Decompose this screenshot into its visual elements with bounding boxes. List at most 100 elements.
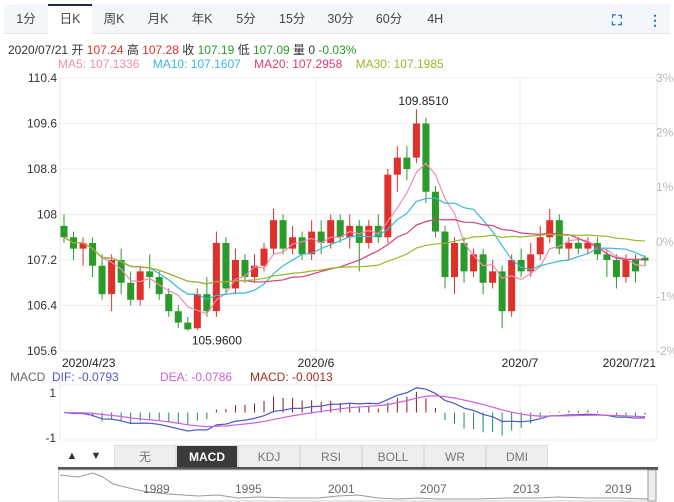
- high-value: 107.28: [142, 43, 179, 57]
- tab-30min[interactable]: 30分: [327, 12, 354, 26]
- candle[interactable]: [336, 220, 344, 238]
- indicator-boll[interactable]: BOLL: [362, 445, 424, 468]
- candle[interactable]: [127, 282, 135, 300]
- candle[interactable]: [431, 191, 439, 232]
- tab-1min[interactable]: 1分: [16, 12, 36, 26]
- candle[interactable]: [327, 220, 335, 243]
- candle[interactable]: [79, 242, 87, 249]
- candle[interactable]: [479, 254, 487, 283]
- tab-weekly[interactable]: 周K: [103, 12, 125, 26]
- max-price-label: 109.8510: [398, 94, 448, 108]
- percent-tick: 1%: [656, 180, 674, 194]
- indicator-none[interactable]: 无: [114, 445, 176, 468]
- candle[interactable]: [146, 271, 154, 278]
- candle[interactable]: [365, 225, 373, 243]
- candle[interactable]: [289, 237, 297, 249]
- macd-label: MACD: [10, 370, 46, 384]
- candle[interactable]: [231, 260, 239, 289]
- candle[interactable]: [422, 123, 430, 192]
- change-value: -0.03%: [318, 43, 357, 57]
- candle[interactable]: [536, 237, 544, 255]
- period-tabs: 1分 日K 周K 月K 年K 5分 15分 30分 60分 4H ⛶ ⋮: [4, 4, 670, 34]
- candle[interactable]: [165, 294, 173, 312]
- indicator-rsi[interactable]: RSI: [300, 445, 362, 468]
- candle[interactable]: [184, 322, 192, 330]
- tab-60min[interactable]: 60分: [375, 12, 403, 26]
- year-label: 2001: [328, 482, 355, 496]
- candle[interactable]: [222, 242, 230, 289]
- candle[interactable]: [527, 254, 535, 272]
- tab-yearly[interactable]: 年K: [191, 12, 213, 26]
- indicator-macd[interactable]: MACD: [176, 445, 238, 468]
- candle[interactable]: [136, 271, 144, 300]
- min-price-label: 105.9600: [192, 334, 242, 348]
- candle[interactable]: [489, 271, 497, 283]
- macd-chart[interactable]: MACD DIF: -0.0793 DEA: -0.0786 MACD: -0.…: [0, 370, 674, 445]
- candle[interactable]: [612, 260, 620, 278]
- candle[interactable]: [60, 225, 68, 238]
- volume-label: 量: [293, 43, 306, 57]
- ma10-value: MA10: 107.1607: [152, 57, 241, 71]
- candle[interactable]: [108, 260, 116, 295]
- candle[interactable]: [565, 242, 573, 249]
- ma10-line: [63, 197, 646, 301]
- candle[interactable]: [508, 260, 516, 312]
- tab-4h[interactable]: 4H: [427, 12, 444, 26]
- fullscreen-icon[interactable]: ⛶: [612, 12, 622, 28]
- indicator-dmi[interactable]: DMI: [486, 445, 548, 468]
- candle[interactable]: [98, 265, 106, 295]
- candle[interactable]: [470, 254, 478, 272]
- candle[interactable]: [374, 225, 382, 238]
- tab-5min[interactable]: 5分: [236, 12, 256, 26]
- candle[interactable]: [451, 242, 459, 278]
- candle[interactable]: [412, 123, 420, 158]
- scroll-down-button[interactable]: ▼: [90, 450, 102, 462]
- candle[interactable]: [193, 294, 201, 329]
- dea-value: DEA: -0.0786: [160, 370, 232, 384]
- candle[interactable]: [260, 248, 268, 266]
- tab-15min[interactable]: 15分: [279, 12, 306, 26]
- candle[interactable]: [498, 271, 506, 312]
- ma30-value: MA30: 107.1985: [355, 57, 444, 71]
- candle[interactable]: [517, 260, 525, 272]
- tab-monthly[interactable]: 月K: [147, 12, 169, 26]
- candle[interactable]: [393, 157, 401, 175]
- candle[interactable]: [270, 220, 278, 249]
- candle[interactable]: [622, 260, 630, 278]
- dif-value: DIF: -0.0793: [52, 370, 119, 384]
- candle[interactable]: [441, 231, 449, 278]
- candle[interactable]: [174, 311, 182, 323]
- candle[interactable]: [641, 257, 649, 261]
- candle[interactable]: [89, 242, 97, 266]
- candle[interactable]: [460, 242, 468, 272]
- price-tick: 108: [37, 208, 57, 222]
- date-label: 2020/7/21: [603, 356, 657, 370]
- year-label: 2007: [420, 482, 447, 496]
- scroll-up-button[interactable]: ▲: [66, 450, 78, 462]
- candle[interactable]: [317, 231, 325, 243]
- open-label: 开: [71, 43, 84, 57]
- indicator-kdj[interactable]: KDJ: [238, 445, 300, 468]
- candlestick-chart[interactable]: 110.4 109.6 108.8 108 107.2 106.4 105.6 3% 2% 1% 0…: [0, 70, 674, 390]
- navigator-handle[interactable]: [647, 469, 657, 502]
- candle[interactable]: [574, 242, 582, 249]
- candle[interactable]: [631, 260, 639, 272]
- candle[interactable]: [403, 157, 411, 169]
- more-menu-icon[interactable]: ⋮: [648, 12, 662, 28]
- indicator-wr[interactable]: WR: [424, 445, 486, 468]
- candle[interactable]: [603, 254, 611, 260]
- navigator[interactable]: 1989 1995 2001 2007 2013 2019: [58, 467, 658, 502]
- candle[interactable]: [250, 265, 258, 278]
- candle[interactable]: [584, 242, 592, 249]
- candle[interactable]: [212, 242, 220, 312]
- candle[interactable]: [279, 220, 287, 249]
- candle[interactable]: [117, 260, 125, 283]
- date: 2020/07/21: [8, 43, 69, 57]
- candle[interactable]: [203, 294, 211, 312]
- candle[interactable]: [384, 174, 392, 238]
- candle[interactable]: [241, 260, 249, 278]
- candle[interactable]: [546, 220, 554, 238]
- tab-daily[interactable]: 日K: [48, 4, 92, 34]
- candle[interactable]: [308, 231, 316, 255]
- candle[interactable]: [298, 237, 306, 255]
